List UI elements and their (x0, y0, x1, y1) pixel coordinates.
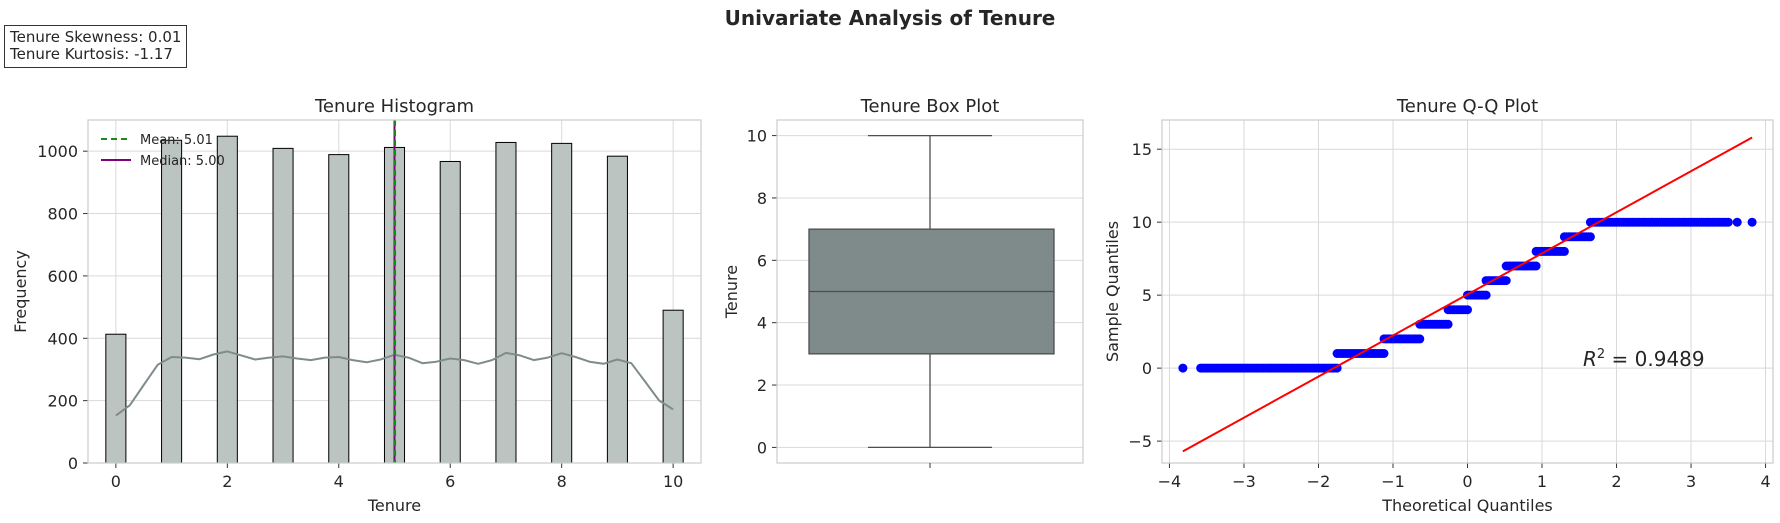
qq-point (1178, 363, 1188, 373)
y-axis-label: Frequency (11, 250, 30, 333)
skewness-text: Tenure Skewness: 0.01 (10, 28, 182, 46)
y-tick-label: 10 (747, 127, 767, 146)
x-tick-label: 0 (1462, 472, 1472, 491)
histogram-bar (161, 139, 183, 464)
qq-point (1585, 232, 1595, 242)
y-tick-label: 0 (68, 454, 78, 473)
x-tick-label: 10 (663, 472, 683, 491)
y-tick-label: −5 (1128, 432, 1152, 451)
qq-point (1531, 261, 1541, 271)
x-tick-label: 0 (111, 472, 121, 491)
qq-point (1196, 363, 1206, 373)
qq-point (1481, 290, 1491, 300)
qq-fit-line (1182, 136, 1753, 453)
x-tick-label: 4 (1760, 472, 1770, 491)
qq-point (1379, 349, 1389, 358)
histogram-bar (216, 135, 238, 464)
x-tick-label: 2 (1611, 472, 1621, 491)
figure-title: Univariate Analysis of Tenure (724, 6, 1056, 30)
y-tick-label: 2 (757, 376, 767, 395)
chart-title: Tenure Histogram (314, 96, 474, 117)
y-tick-label: 4 (757, 314, 767, 333)
y-tick-label: 400 (47, 329, 78, 348)
qq-point (1559, 246, 1569, 256)
y-tick-label: 600 (47, 267, 78, 286)
legend-median-label: Median: 5.00 (140, 154, 225, 169)
y-tick-label: 0 (757, 438, 767, 457)
histogram-bar (551, 142, 573, 464)
x-tick-label: 8 (557, 472, 567, 491)
qq-point (1443, 319, 1453, 329)
qq-point (1747, 217, 1757, 227)
x-axis-label: Theoretical Quantiles (1381, 496, 1553, 515)
x-tick-label: 2 (222, 472, 232, 491)
r-superscript: 2 (1597, 347, 1605, 362)
r-label: R (1583, 347, 1597, 371)
histogram-bar (495, 141, 517, 464)
axes-frame (1161, 119, 1774, 464)
r-squared-annotation: R2 = 0.9489 (1583, 347, 1705, 371)
r-value: = 0.9489 (1605, 347, 1704, 371)
x-tick-label: −1 (1381, 472, 1405, 491)
x-tick-label: −3 (1232, 472, 1256, 491)
y-tick-label: 8 (757, 189, 767, 208)
legend-mean-label: Mean: 5.01 (140, 133, 213, 148)
y-axis-label: Tenure (722, 265, 741, 319)
y-tick-label: 10 (1132, 213, 1152, 232)
stats-box: Tenure Skewness: 0.01 Tenure Kurtosis: -… (4, 25, 188, 68)
x-tick-label: 6 (445, 472, 455, 491)
qq-point (1501, 276, 1511, 286)
qq-point (1415, 334, 1425, 344)
histogram-bar (328, 154, 350, 464)
y-tick-label: 5 (1142, 286, 1152, 305)
axes-frame (87, 119, 702, 464)
chart-title: Tenure Box Plot (860, 96, 1000, 117)
histogram-bar (606, 155, 628, 464)
y-tick-label: 1000 (37, 142, 78, 161)
kurtosis-text: Tenure Kurtosis: -1.17 (10, 45, 173, 63)
y-tick-label: 200 (47, 392, 78, 411)
x-tick-label: 3 (1686, 472, 1696, 491)
histogram-bar (439, 160, 461, 464)
x-tick-label: 4 (334, 472, 344, 491)
histogram-bar (272, 147, 294, 464)
y-axis-label: Sample Quantiles (1103, 221, 1122, 362)
chart-title: Tenure Q-Q Plot (1396, 96, 1538, 117)
x-tick-label: 1 (1537, 472, 1547, 491)
y-tick-label: 0 (1142, 359, 1152, 378)
y-tick-label: 6 (757, 251, 767, 270)
x-axis-label: Tenure (367, 496, 421, 515)
y-tick-label: 15 (1132, 140, 1152, 159)
y-tick-label: 800 (47, 205, 78, 224)
histogram-bar (105, 333, 127, 464)
qq-point (1732, 217, 1742, 227)
x-tick-label: −2 (1307, 472, 1331, 491)
qq-point (1723, 217, 1733, 227)
x-tick-label: −4 (1158, 472, 1182, 491)
histogram-bar (662, 309, 684, 464)
qq-point (1463, 305, 1472, 315)
